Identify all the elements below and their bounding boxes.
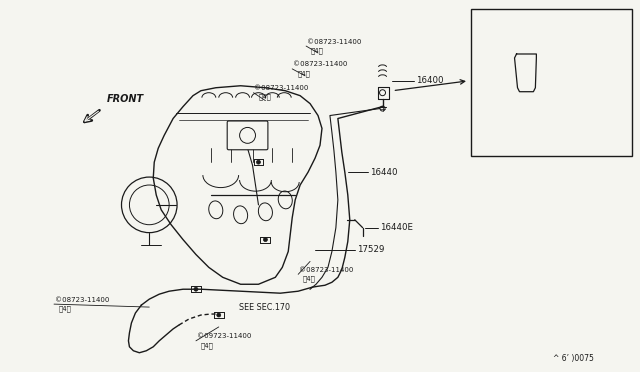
Text: 16440E: 16440E — [380, 223, 413, 232]
Text: E15T: E15T — [479, 18, 506, 28]
Text: 17529: 17529 — [356, 245, 384, 254]
Text: （4）: （4） — [311, 47, 324, 54]
FancyBboxPatch shape — [227, 121, 268, 150]
Text: （4）: （4） — [303, 276, 316, 282]
Text: 16400: 16400 — [568, 64, 596, 73]
Text: （4）: （4） — [259, 94, 271, 100]
Circle shape — [264, 238, 268, 241]
Text: （4）: （4） — [201, 342, 214, 349]
Circle shape — [194, 287, 198, 291]
Text: ©08723-11400: ©08723-11400 — [255, 85, 309, 91]
Bar — [471, 9, 632, 156]
Text: ©08723-11400: ©08723-11400 — [299, 267, 353, 273]
Text: SEE SEC.170: SEE SEC.170 — [239, 302, 290, 312]
Text: ©08723-11400: ©08723-11400 — [307, 39, 362, 45]
Text: 16400: 16400 — [416, 76, 444, 85]
Text: ©08723-11400: ©08723-11400 — [55, 296, 109, 303]
Circle shape — [257, 160, 260, 164]
Text: 16440: 16440 — [370, 168, 397, 177]
Text: ^ 6’ )0075: ^ 6’ )0075 — [553, 354, 594, 363]
Text: ©09723-11400: ©09723-11400 — [197, 333, 252, 339]
Text: ©08723-11400: ©08723-11400 — [293, 61, 348, 67]
Circle shape — [217, 313, 221, 317]
Text: （4）: （4） — [59, 305, 72, 312]
Text: FRONT: FRONT — [107, 94, 144, 104]
Text: （4）: （4） — [297, 70, 310, 77]
